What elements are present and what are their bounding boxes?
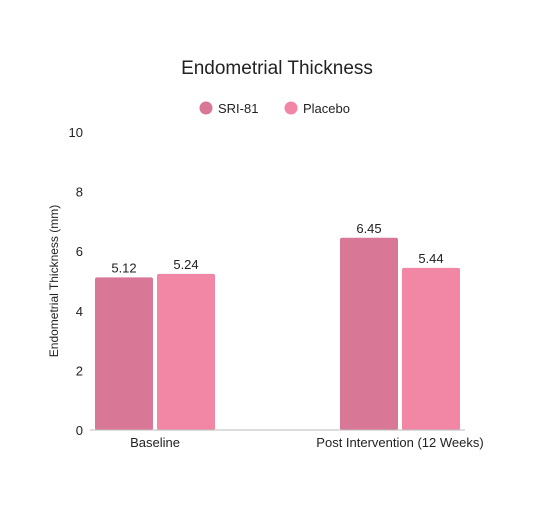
- bar-sri-81: [340, 237, 398, 430]
- x-tick-label: Baseline: [130, 435, 180, 450]
- legend-marker-placebo: [284, 101, 298, 115]
- y-tick-label: 2: [76, 363, 83, 378]
- bar-value-label: 5.24: [173, 257, 198, 272]
- legend-label-placebo: Placebo: [303, 101, 350, 116]
- y-tick-label: 10: [69, 125, 83, 140]
- legend-marker-sri-81: [199, 101, 213, 115]
- y-tick-label: 6: [76, 244, 83, 259]
- y-tick-label: 4: [76, 304, 83, 319]
- legend-label-sri-81: SRI-81: [218, 101, 258, 116]
- bar-sri-81: [95, 277, 153, 430]
- y-axis-label: Endometrial Thickness (mm): [47, 205, 61, 357]
- bars: [95, 237, 460, 430]
- y-tick-label: 8: [76, 185, 83, 200]
- bar-placebo: [157, 273, 215, 430]
- y-tick-label: 0: [76, 423, 83, 438]
- legend: SRI-81 Placebo: [199, 101, 350, 116]
- bar-value-labels: 5.12 5.24 6.45 5.44: [111, 221, 443, 276]
- bar-value-label: 5.44: [418, 251, 443, 266]
- bar-placebo: [402, 267, 460, 430]
- bar-value-label: 6.45: [356, 221, 381, 236]
- x-tick-label: Post Intervention (12 Weeks): [316, 435, 483, 450]
- bar-value-label: 5.12: [111, 260, 136, 275]
- y-axis-ticks: 0 2 4 6 8 10: [69, 125, 83, 438]
- x-axis-ticks: Baseline Post Intervention (12 Weeks): [130, 435, 484, 450]
- chart-title: Endometrial Thickness: [181, 58, 373, 79]
